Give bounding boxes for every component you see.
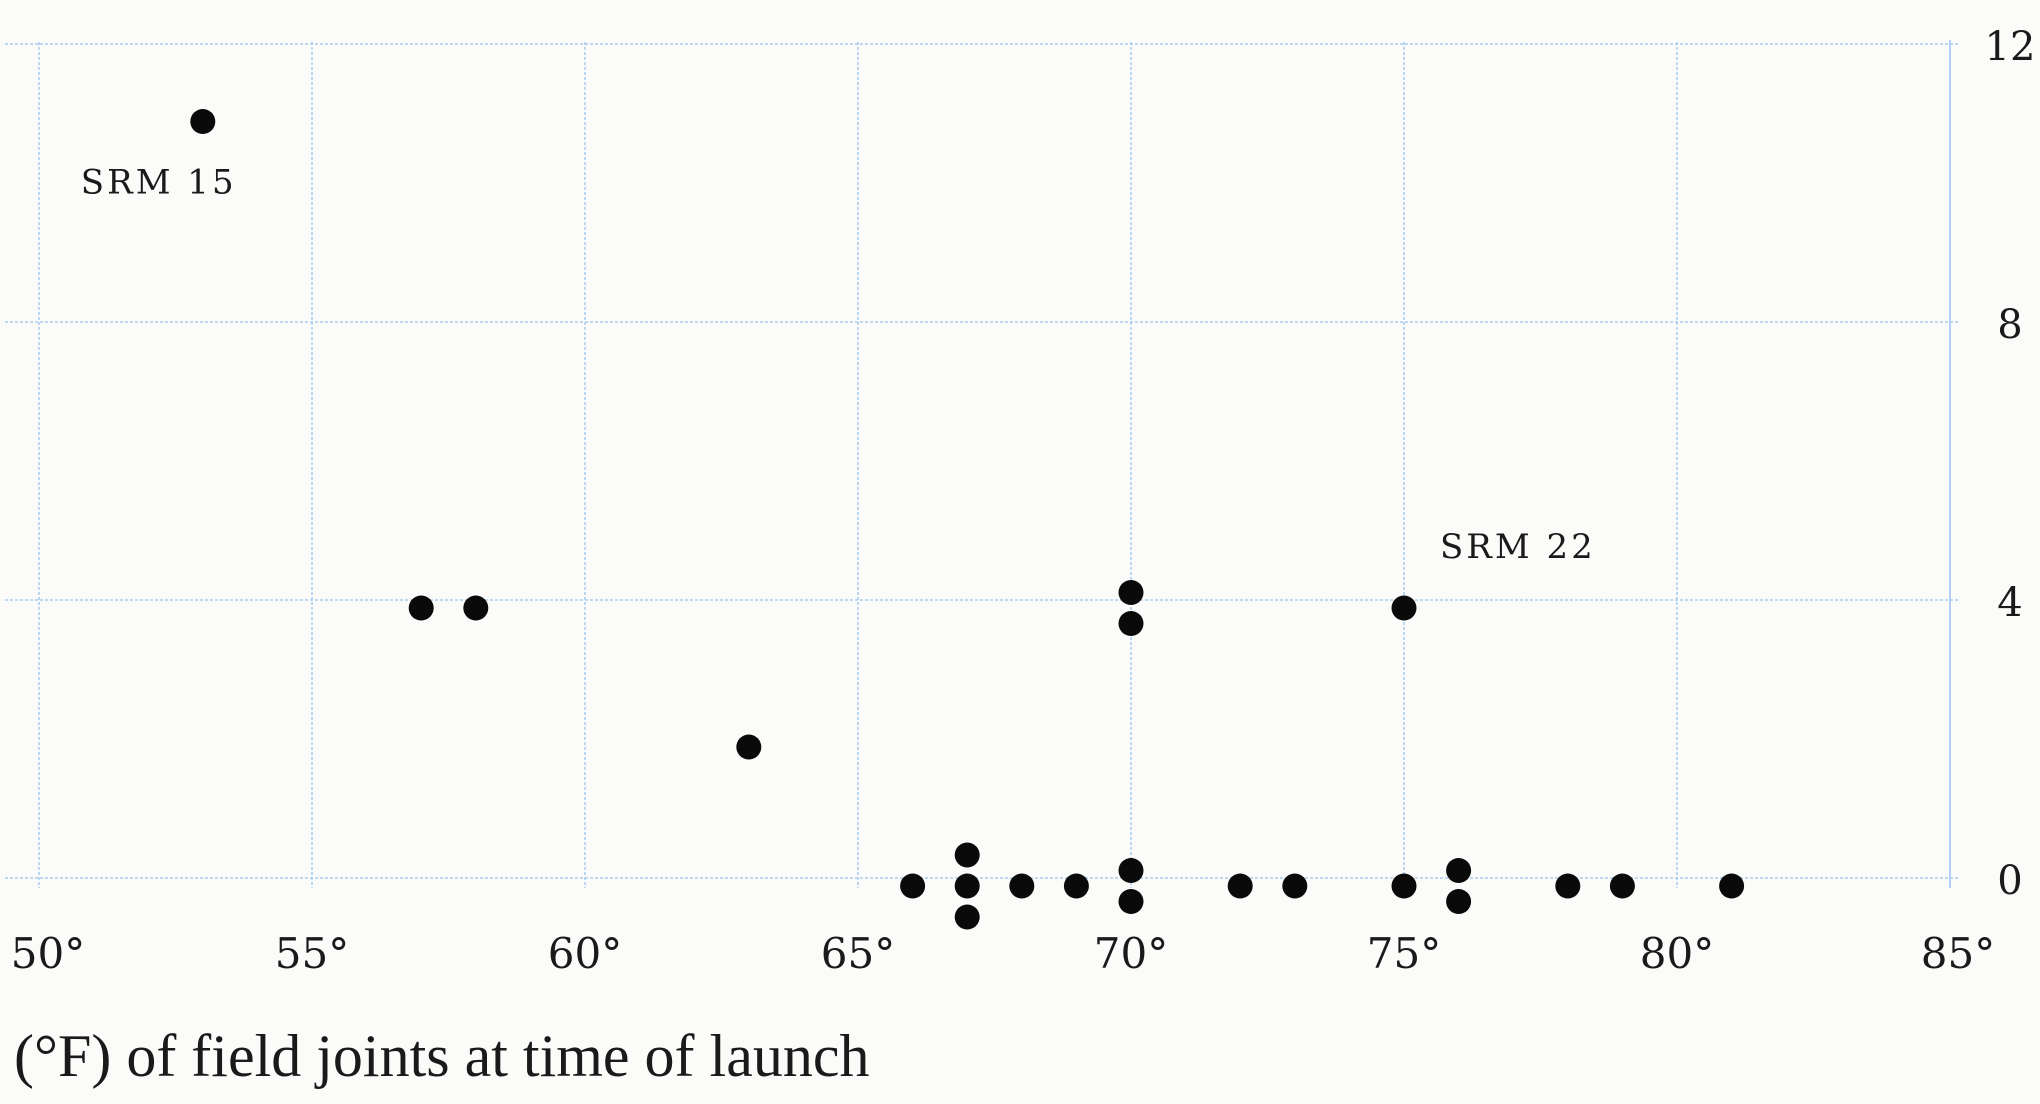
- x-tick-label: 55°: [275, 929, 349, 978]
- data-point: [463, 595, 489, 621]
- x-axis-tick-labels: 50° 55° 60° 65° 70° 75° 80° 85°: [11, 929, 1995, 978]
- data-point: [1391, 873, 1417, 899]
- data-point: [1118, 889, 1144, 914]
- data-point: [1227, 873, 1253, 899]
- x-tick-label: 65°: [821, 929, 895, 978]
- data-point: [954, 873, 980, 899]
- data-point: [954, 904, 980, 930]
- data-point: [1009, 873, 1035, 899]
- y-axis-tick-labels: 0 4 8 12: [1985, 24, 2036, 904]
- data-point: [1391, 595, 1417, 621]
- y-tick-label: 8: [1997, 302, 2022, 348]
- x-tick-label: 80°: [1640, 929, 1714, 978]
- data-point: [1282, 873, 1308, 899]
- point-annotation: SRM 15: [81, 163, 237, 203]
- x-tick-label: 75°: [1367, 929, 1441, 978]
- x-tick-label: 60°: [548, 929, 622, 978]
- x-axis-label: (°F) of field joints at time of launch: [14, 1023, 869, 1089]
- data-point: [408, 595, 434, 621]
- data-point: [1118, 858, 1144, 883]
- data-points: [190, 109, 1745, 930]
- data-point: [1555, 873, 1581, 899]
- y-tick-label: 4: [1997, 580, 2022, 626]
- data-point: [1063, 873, 1089, 899]
- data-point: [1118, 611, 1144, 636]
- data-point: [190, 109, 216, 134]
- point-annotation: SRM 22: [1440, 527, 1596, 567]
- data-point: [954, 842, 980, 868]
- data-point: [900, 873, 926, 899]
- data-point: [1118, 580, 1144, 605]
- data-point: [1446, 889, 1472, 914]
- x-tick-label: 50°: [11, 929, 85, 978]
- grid-lines: [5, 40, 1960, 888]
- y-tick-label: 0: [1997, 858, 2022, 904]
- data-point: [1446, 858, 1472, 883]
- x-tick-label: 85°: [1921, 929, 1995, 978]
- y-tick-label: 12: [1985, 24, 2036, 70]
- data-point: [736, 734, 762, 760]
- x-tick-label: 70°: [1094, 929, 1168, 978]
- data-point: [1719, 873, 1745, 899]
- point-annotations: SRM 15 SRM 22: [81, 163, 1596, 568]
- data-point: [1609, 873, 1635, 899]
